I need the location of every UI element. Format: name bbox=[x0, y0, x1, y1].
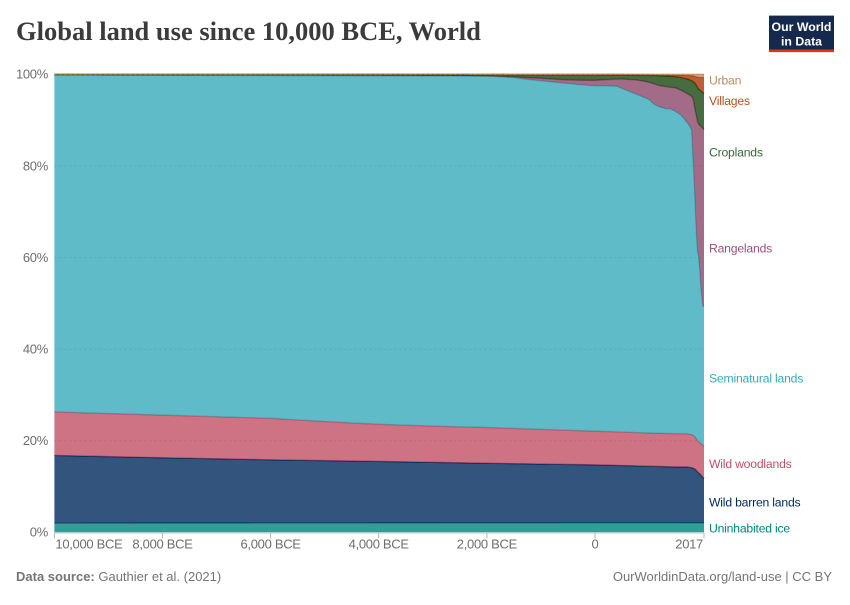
svg-text:Wild woodlands: Wild woodlands bbox=[709, 457, 792, 471]
svg-text:2,000 BCE: 2,000 BCE bbox=[457, 537, 518, 552]
svg-text:in Data: in Data bbox=[781, 34, 822, 48]
svg-text:40%: 40% bbox=[23, 342, 49, 357]
svg-text:Data source: Gauthier et al. (: Data source: Gauthier et al. (2021) bbox=[16, 569, 221, 584]
svg-text:Croplands: Croplands bbox=[709, 146, 763, 160]
svg-text:100%: 100% bbox=[16, 67, 49, 82]
svg-text:Rangelands: Rangelands bbox=[709, 242, 772, 256]
svg-text:80%: 80% bbox=[23, 158, 49, 173]
svg-text:Our World: Our World bbox=[772, 20, 832, 34]
svg-text:Wild barren lands: Wild barren lands bbox=[709, 496, 801, 510]
svg-text:2017: 2017 bbox=[675, 537, 703, 552]
svg-text:6,000 BCE: 6,000 BCE bbox=[241, 537, 302, 552]
svg-text:OurWorldinData.org/land-use |: OurWorldinData.org/land-use | CC BY bbox=[613, 569, 833, 584]
svg-text:Uninhabited ice: Uninhabited ice bbox=[709, 521, 790, 535]
svg-text:Global land use since 10,000 B: Global land use since 10,000 BCE, World bbox=[16, 16, 481, 46]
svg-text:20%: 20% bbox=[23, 433, 49, 448]
svg-text:60%: 60% bbox=[23, 250, 49, 265]
svg-text:0%: 0% bbox=[30, 525, 49, 540]
svg-text:Seminatural lands: Seminatural lands bbox=[709, 372, 803, 386]
svg-text:10,000 BCE: 10,000 BCE bbox=[55, 537, 123, 552]
svg-text:4,000 BCE: 4,000 BCE bbox=[349, 537, 410, 552]
svg-text:Villages: Villages bbox=[709, 94, 750, 108]
svg-text:Urban: Urban bbox=[709, 74, 741, 88]
svg-text:8,000 BCE: 8,000 BCE bbox=[132, 537, 193, 552]
svg-text:0: 0 bbox=[592, 537, 599, 552]
